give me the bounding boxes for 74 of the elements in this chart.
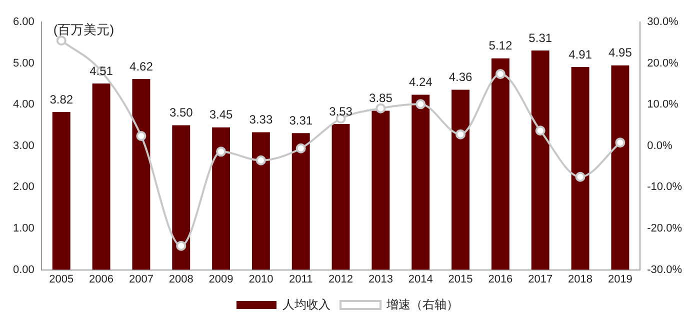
data-label: 3.85 (369, 91, 393, 106)
bar (212, 127, 230, 270)
bar (571, 67, 590, 270)
y-tick-label: 5.00 (12, 57, 34, 70)
x-tick-label: 2014 (408, 273, 433, 286)
data-label: 4.36 (448, 70, 473, 84)
data-label: 3.33 (249, 112, 273, 127)
legend-label: 人均收入 (282, 297, 330, 312)
bar (132, 78, 150, 270)
bar (452, 90, 470, 270)
data-label: 3.50 (169, 106, 194, 120)
point (535, 126, 546, 136)
bar (292, 133, 310, 270)
bar (611, 65, 630, 270)
point (416, 99, 426, 110)
x-tick-label: 2005 (49, 273, 74, 286)
data-label: 3.82 (50, 92, 74, 106)
point (615, 138, 626, 148)
point (296, 143, 306, 154)
y2-tick-label: -20.0% (647, 222, 682, 235)
bar (491, 58, 510, 270)
x-tick-label: 2009 (208, 273, 234, 286)
bar (252, 132, 270, 270)
point (136, 130, 146, 141)
bar (92, 84, 110, 270)
x-tick-label: 2007 (128, 273, 154, 286)
x-tick-label: 2018 (568, 273, 593, 286)
data-label: 3.31 (289, 113, 313, 128)
point (256, 155, 266, 166)
y2-tick-label: 10.0% (647, 98, 679, 111)
x-tick-label: 2019 (608, 273, 632, 286)
y-tick-label: 1.00 (12, 222, 34, 235)
y-tick-label: 6.00 (12, 16, 34, 28)
data-label: 4.51 (90, 64, 114, 78)
point (216, 146, 226, 157)
bar (172, 125, 190, 270)
data-label: 3.53 (329, 104, 353, 118)
bar (332, 124, 350, 270)
y-axis-title: (百万美元) (53, 22, 114, 38)
y2-tick-label: 30.0% (647, 16, 679, 28)
legend-label: 增速（右轴） (386, 297, 458, 312)
data-label: 3.45 (209, 108, 234, 122)
bar (372, 110, 390, 270)
data-label: 4.24 (408, 75, 433, 89)
data-label: 4.91 (568, 47, 592, 62)
y2-tick-label: -30.0% (647, 264, 682, 276)
x-tick-label: 2013 (368, 273, 393, 286)
bar (412, 94, 430, 270)
x-tick-label: 2010 (248, 273, 274, 286)
point (456, 129, 466, 140)
x-tick-label: 2008 (168, 273, 194, 286)
point (495, 69, 506, 80)
x-tick-label: 2006 (89, 273, 114, 286)
y2-tick-label: 20.0% (647, 57, 679, 70)
bar (531, 50, 550, 270)
data-label: 4.62 (130, 59, 154, 74)
x-tick-label: 2011 (289, 273, 313, 286)
y-tick-label: 0.00 (12, 264, 34, 276)
y2-tick-label: -10.0% (647, 181, 682, 194)
bar (52, 112, 70, 270)
x-tick-label: 2012 (328, 273, 354, 286)
x-tick-label: 2015 (448, 273, 473, 286)
data-label: 5.31 (528, 30, 552, 45)
point (176, 240, 186, 251)
data-label: 5.12 (488, 38, 512, 53)
y-tick-label: 3.00 (12, 140, 34, 152)
y-tick-label: 2.00 (12, 181, 34, 194)
x-tick-label: 2016 (488, 273, 513, 286)
point (376, 103, 386, 114)
x-tick-label: 2017 (528, 273, 553, 286)
y-tick-label: 4.00 (12, 98, 34, 111)
point (575, 172, 586, 182)
data-label: 4.95 (608, 46, 632, 60)
y2-tick-label: 0.0% (647, 140, 672, 152)
